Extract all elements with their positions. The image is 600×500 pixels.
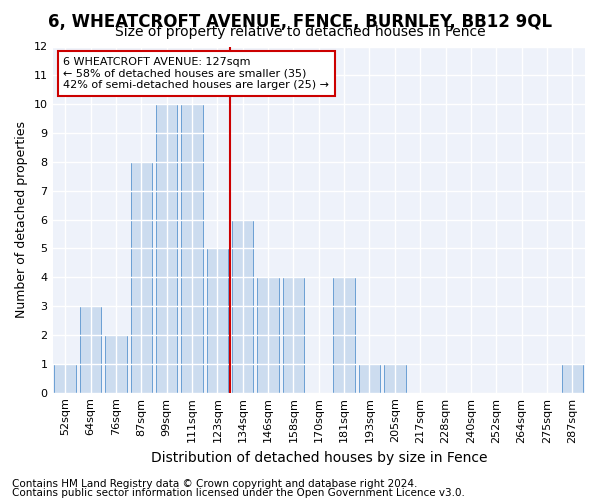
- X-axis label: Distribution of detached houses by size in Fence: Distribution of detached houses by size …: [151, 451, 487, 465]
- Text: Contains HM Land Registry data © Crown copyright and database right 2024.: Contains HM Land Registry data © Crown c…: [12, 479, 418, 489]
- Text: 6, WHEATCROFT AVENUE, FENCE, BURNLEY, BB12 9QL: 6, WHEATCROFT AVENUE, FENCE, BURNLEY, BB…: [48, 12, 552, 30]
- Bar: [257, 278, 279, 392]
- Text: 6 WHEATCROFT AVENUE: 127sqm
← 58% of detached houses are smaller (35)
42% of sem: 6 WHEATCROFT AVENUE: 127sqm ← 58% of det…: [63, 57, 329, 90]
- Bar: [232, 220, 253, 392]
- Bar: [206, 248, 228, 392]
- Bar: [131, 162, 152, 392]
- Bar: [283, 278, 304, 392]
- Text: Size of property relative to detached houses in Fence: Size of property relative to detached ho…: [115, 25, 485, 39]
- Bar: [562, 364, 583, 392]
- Text: Contains public sector information licensed under the Open Government Licence v3: Contains public sector information licen…: [12, 488, 465, 498]
- Bar: [334, 278, 355, 392]
- Bar: [156, 104, 178, 393]
- Bar: [105, 335, 127, 392]
- Y-axis label: Number of detached properties: Number of detached properties: [15, 121, 28, 318]
- Bar: [80, 306, 101, 392]
- Bar: [384, 364, 406, 392]
- Bar: [181, 104, 203, 393]
- Bar: [359, 364, 380, 392]
- Bar: [55, 364, 76, 392]
